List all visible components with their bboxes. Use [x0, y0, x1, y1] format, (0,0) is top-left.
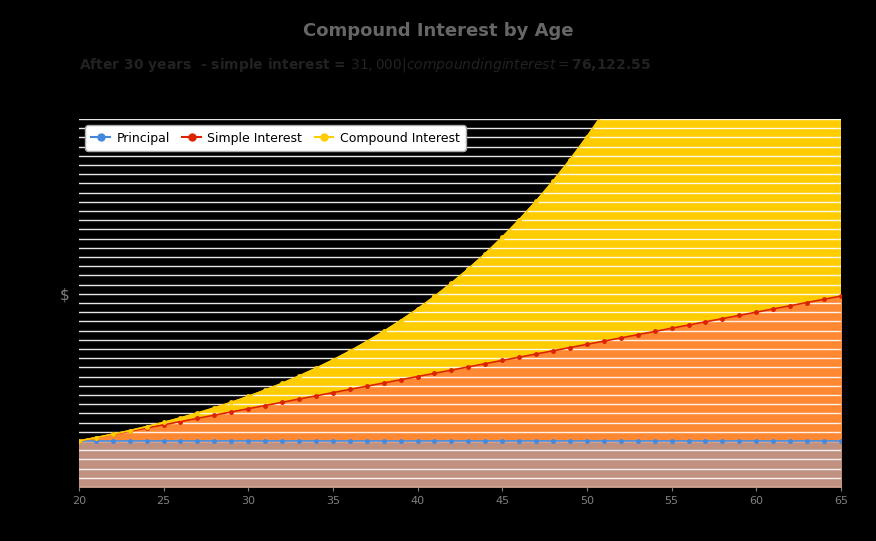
Text: After 30 years  - simple interest = $31,000 | compounding interest = $76,122.55: After 30 years - simple interest = $31,0…: [79, 56, 651, 74]
Legend: Principal, Simple Interest, Compound Interest: Principal, Simple Interest, Compound Int…: [85, 126, 466, 151]
Text: Compound Interest by Age: Compound Interest by Age: [303, 22, 573, 39]
Y-axis label: $: $: [60, 288, 70, 303]
